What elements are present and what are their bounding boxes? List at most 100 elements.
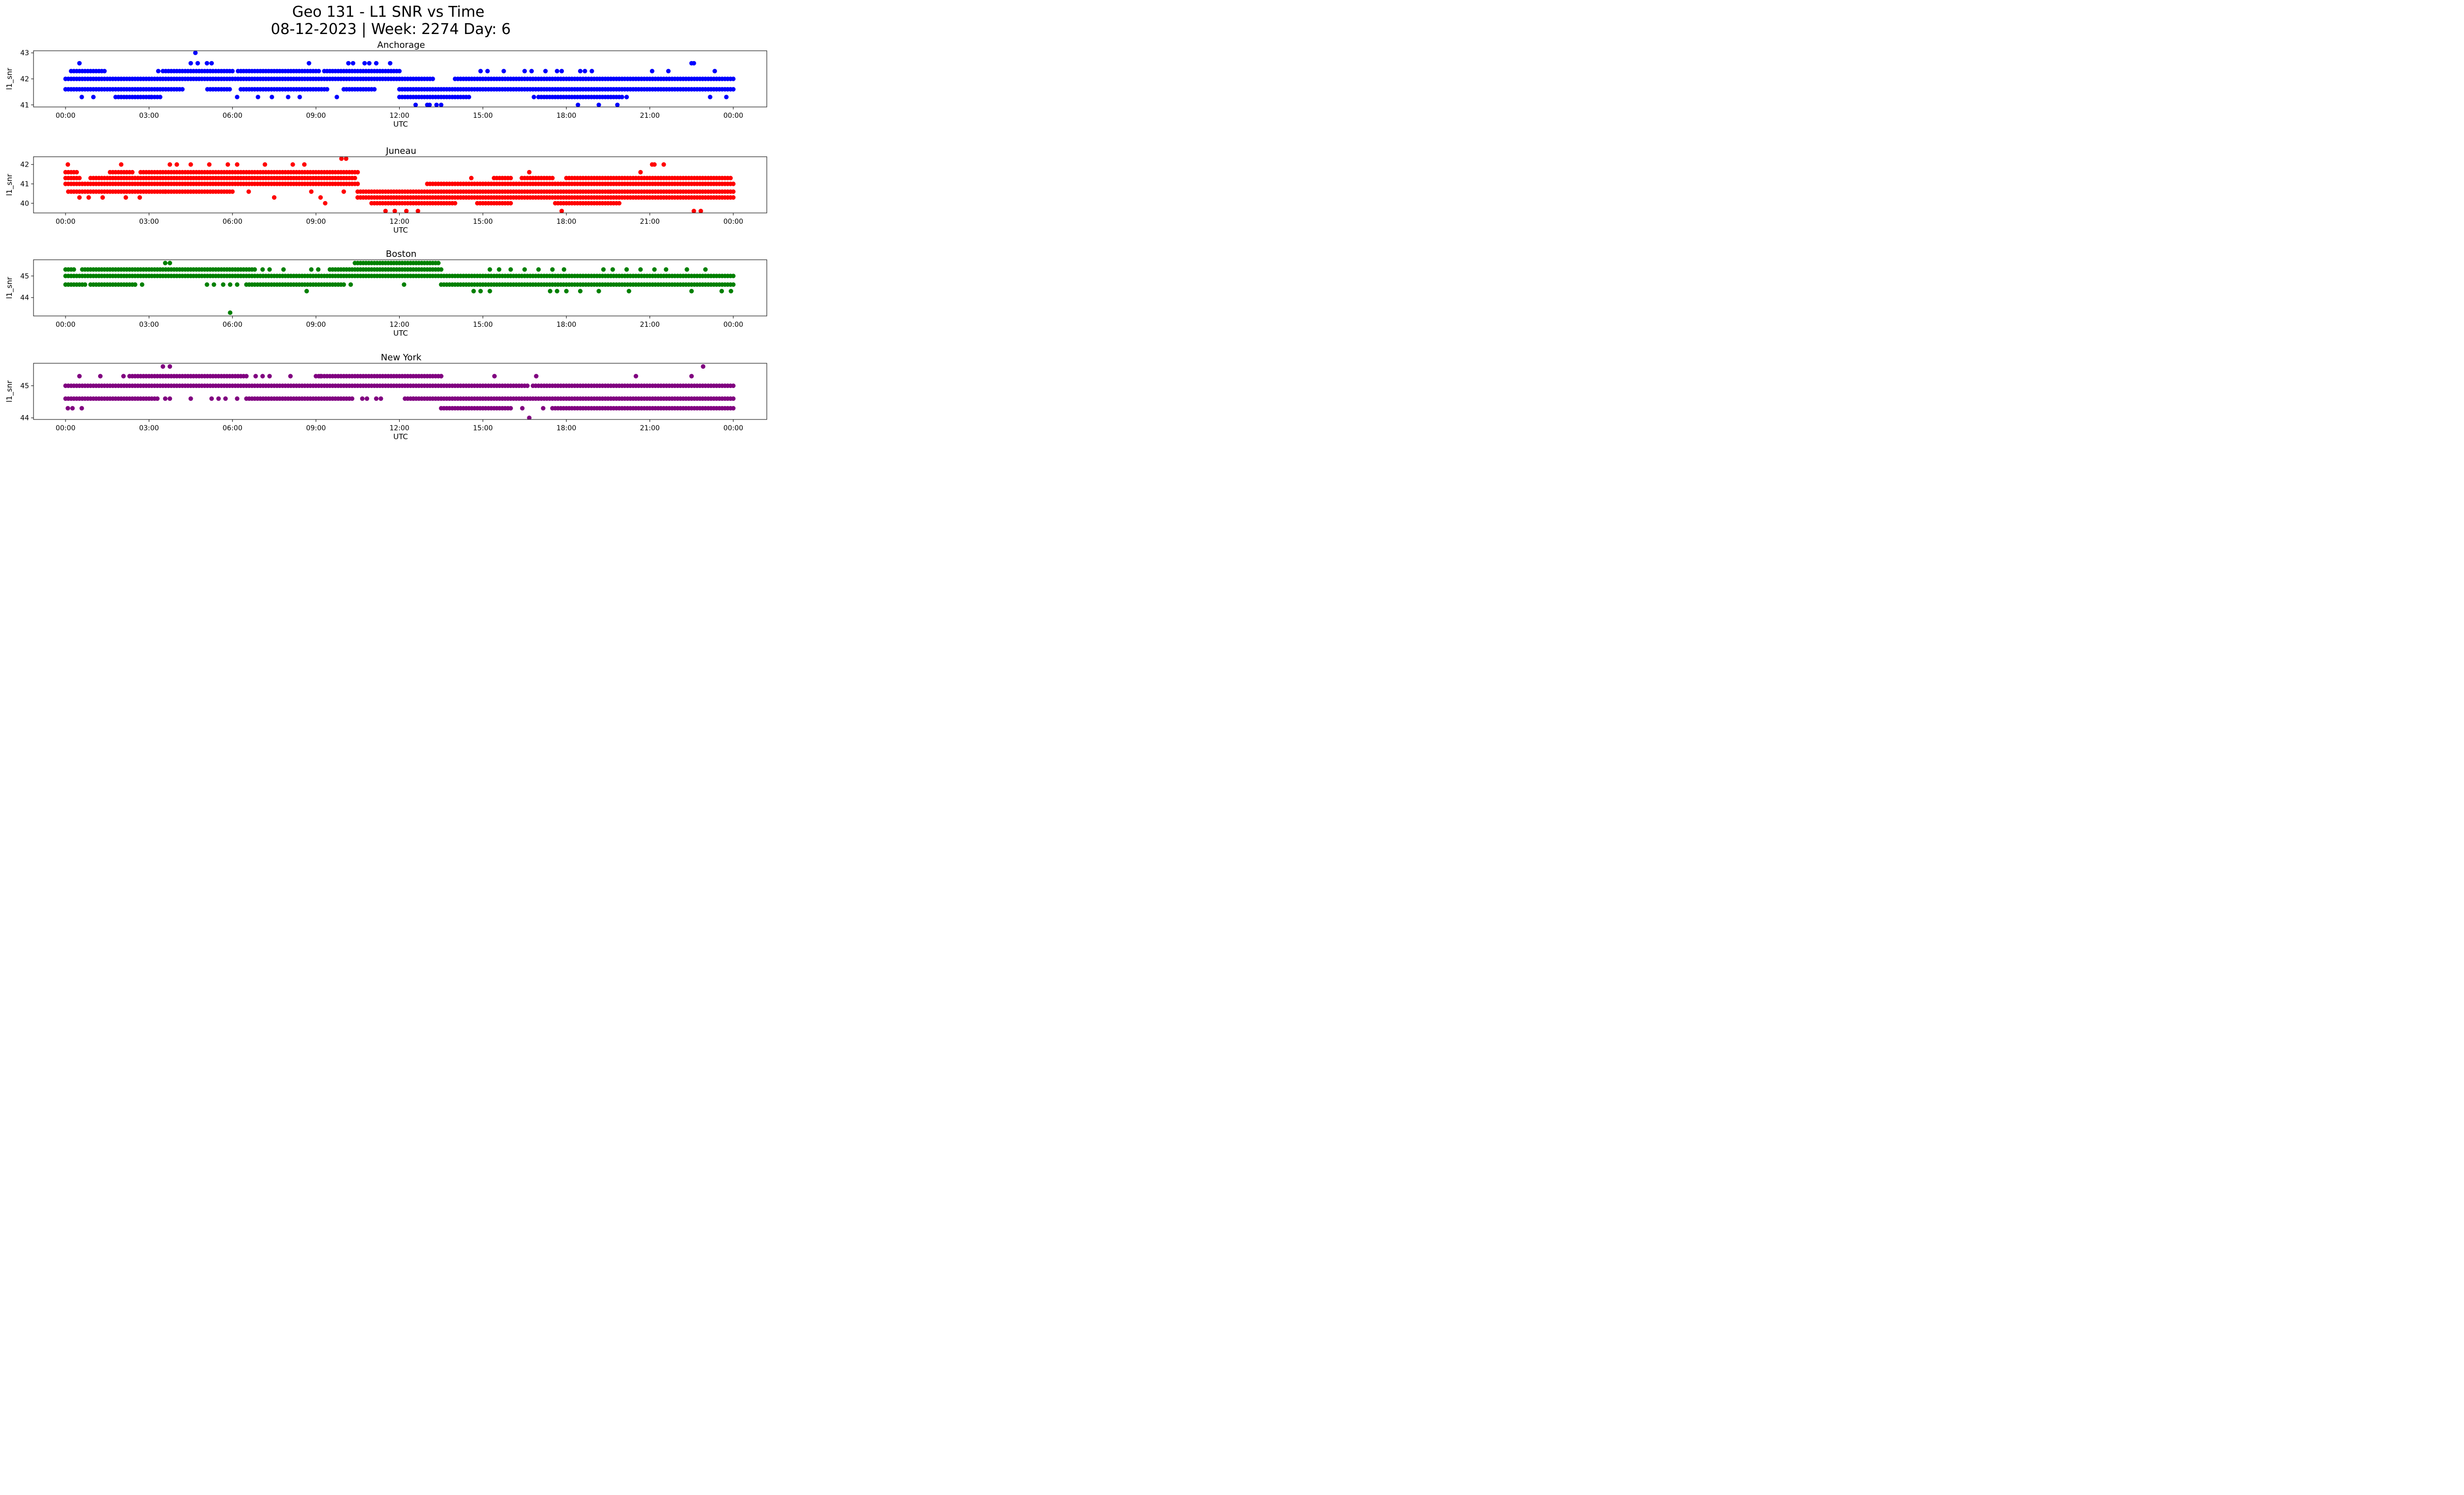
data-point — [360, 396, 365, 401]
data-point — [155, 396, 160, 401]
x-tick-label: 06:00 — [223, 321, 242, 329]
data-point — [286, 95, 291, 100]
data-point — [564, 289, 569, 294]
data-point — [497, 267, 502, 272]
data-point — [66, 406, 70, 411]
data-point — [246, 189, 251, 194]
data-point — [82, 282, 88, 287]
data-point — [121, 374, 126, 379]
data-point — [216, 396, 221, 401]
data-point — [290, 162, 295, 167]
data-point — [402, 282, 407, 287]
subplot-title: Juneau — [385, 146, 416, 156]
data-point — [548, 289, 552, 294]
data-point — [119, 162, 124, 167]
data-point — [77, 175, 82, 180]
data-point — [367, 61, 372, 66]
data-point — [235, 162, 240, 167]
data-point — [244, 374, 249, 379]
data-point — [487, 289, 492, 294]
x-tick-label: 00:00 — [56, 321, 75, 329]
data-point — [228, 310, 233, 315]
data-point — [689, 289, 694, 294]
data-point — [624, 267, 629, 272]
y-axis-label: l1_snr — [5, 174, 14, 196]
data-point — [349, 396, 355, 401]
x-tick-label: 09:00 — [306, 424, 326, 432]
data-point — [554, 69, 559, 73]
x-tick-label: 18:00 — [556, 218, 576, 226]
data-point — [255, 95, 261, 100]
data-point — [252, 267, 257, 272]
data-point — [731, 189, 736, 194]
data-point — [77, 61, 82, 66]
x-axis-label: UTC — [393, 226, 408, 235]
data-point — [467, 95, 472, 100]
data-point — [469, 175, 474, 180]
data-point — [133, 282, 137, 287]
data-point — [156, 69, 161, 73]
data-point — [316, 69, 321, 73]
data-point — [616, 201, 622, 206]
data-point — [339, 157, 344, 161]
data-point — [123, 195, 128, 200]
data-point — [576, 103, 581, 107]
x-tick-label: 15:00 — [473, 321, 493, 329]
data-point — [452, 201, 458, 206]
data-point — [392, 209, 397, 213]
data-point — [161, 364, 166, 369]
data-point — [698, 209, 703, 213]
data-point — [342, 282, 346, 287]
data-point — [485, 69, 490, 73]
data-point — [263, 162, 268, 167]
y-axis-label: l1_snr — [5, 68, 14, 90]
series-points — [63, 51, 736, 107]
data-point — [223, 396, 228, 401]
data-point — [684, 267, 689, 272]
data-point — [550, 175, 555, 180]
data-point — [209, 61, 214, 66]
data-point — [260, 267, 265, 272]
data-point — [297, 95, 302, 100]
data-point — [260, 374, 265, 379]
data-point — [501, 69, 506, 73]
data-point — [638, 170, 643, 174]
x-tick-label: 03:00 — [139, 321, 159, 329]
data-point — [230, 189, 235, 194]
data-point — [527, 170, 532, 174]
data-point — [724, 95, 729, 100]
data-point — [615, 103, 620, 107]
data-point — [652, 162, 657, 167]
data-point — [439, 374, 444, 379]
x-tick-label: 12:00 — [389, 321, 409, 329]
subplot-new-york: New York 44 45 00:00 03:00 06:00 09:00 12:00 15:… — [5, 352, 767, 441]
data-point — [316, 267, 321, 272]
x-axis-label: UTC — [393, 120, 408, 129]
data-point — [719, 289, 724, 294]
data-point — [731, 406, 736, 411]
data-point — [227, 87, 232, 92]
data-point — [352, 175, 357, 180]
data-point — [522, 267, 527, 272]
data-point — [98, 374, 103, 379]
y-tick-label: 40 — [20, 200, 29, 208]
data-point — [691, 61, 696, 66]
data-point — [66, 162, 70, 167]
data-point — [228, 282, 233, 287]
data-point — [188, 61, 193, 66]
data-point — [342, 189, 346, 194]
data-point — [372, 87, 377, 92]
x-tick-label: 03:00 — [139, 112, 159, 120]
data-point — [163, 189, 168, 194]
data-point — [708, 95, 713, 100]
data-point — [288, 374, 293, 379]
figure-title-line1: Geo 131 - L1 SNR vs Time — [292, 3, 484, 21]
data-point — [163, 261, 168, 266]
axes-frame — [33, 259, 767, 316]
data-point — [543, 69, 548, 73]
figure-title-line2: 08-12-2023 | Week: 2274 Day: 6 — [271, 21, 511, 38]
data-point — [209, 396, 214, 401]
data-point — [86, 195, 91, 200]
data-point — [350, 61, 356, 66]
y-tick-label: 44 — [20, 294, 29, 302]
